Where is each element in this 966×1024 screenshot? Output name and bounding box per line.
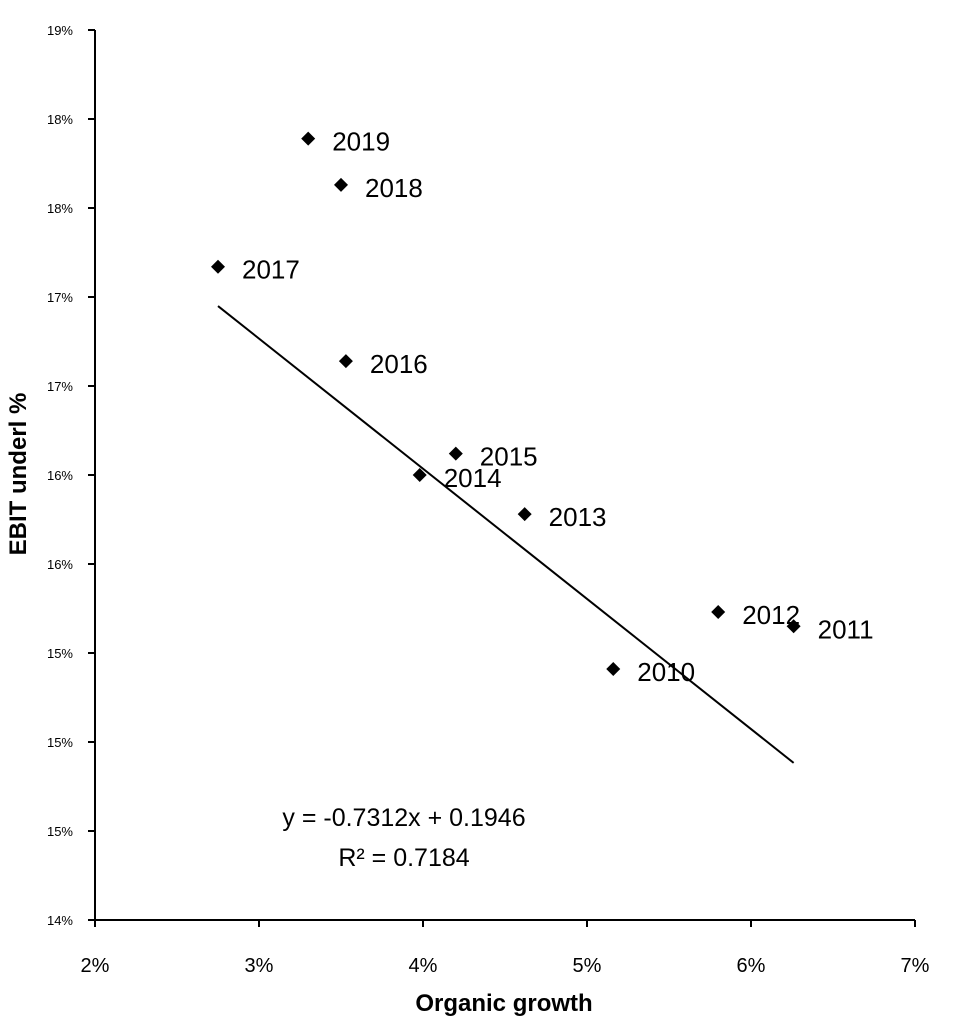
point-label-2017: 2017 [242,255,300,285]
y-tick-label: 16% [47,468,73,483]
point-label-2012: 2012 [742,600,800,630]
x-ticks: 2% 3% 4% 5% 6% 7% [81,920,930,977]
y-tick-label: 15% [47,646,73,661]
y-tick-label: 16% [47,557,73,572]
trendline-equation: y = -0.7312x + 0.1946 [282,804,525,832]
x-tick-label: 5% [573,955,602,977]
y-tick-label: 15% [47,735,73,750]
x-tick-label: 2% [81,955,110,977]
y-tick-label: 18% [47,112,73,127]
data-point-2017 [211,259,225,274]
data-point-2013 [517,507,532,522]
x-tick-label: 4% [409,955,438,977]
point-label-2011: 2011 [818,614,874,644]
data-point-2018 [334,177,348,192]
data-point-2010 [606,662,621,677]
data-point-2014 [412,468,427,482]
trendline [217,305,795,764]
y-tick-label: 19% [47,23,73,38]
point-label-2015: 2015 [480,442,538,472]
x-tick-label: 6% [737,955,766,977]
data-point-2011 [786,619,801,634]
y-tick-label: 18% [47,201,73,216]
data-point-2012 [711,605,726,620]
axes [94,30,915,921]
y-tick-label: 15% [47,824,73,839]
point-label-2018: 2018 [365,173,423,203]
trendline-r-squared: R² = 0.7184 [338,844,469,872]
x-axis-title: Organic growth [415,990,592,1017]
data-point-2015 [448,446,463,461]
x-tick-label: 7% [901,955,930,977]
x-tick-label: 3% [245,955,274,977]
point-label-2014: 2014 [444,463,502,493]
point-label-2013: 2013 [549,502,607,532]
data-points [211,131,801,677]
y-ticks: 14% 15% 15% 15% 16% 16% 17% 17% 18% 18% 19% [47,23,95,928]
point-label-2019: 2019 [332,127,390,157]
y-tick-label: 17% [47,290,73,305]
data-point-2016 [338,354,353,369]
trendline-group [217,305,795,764]
y-tick-label: 17% [47,379,73,394]
data-point-2019 [301,131,316,146]
point-label-2010: 2010 [637,657,695,687]
point-label-2016: 2016 [370,349,428,379]
y-tick-label: 14% [47,913,73,928]
y-axis-title: EBIT underl % [5,393,32,556]
